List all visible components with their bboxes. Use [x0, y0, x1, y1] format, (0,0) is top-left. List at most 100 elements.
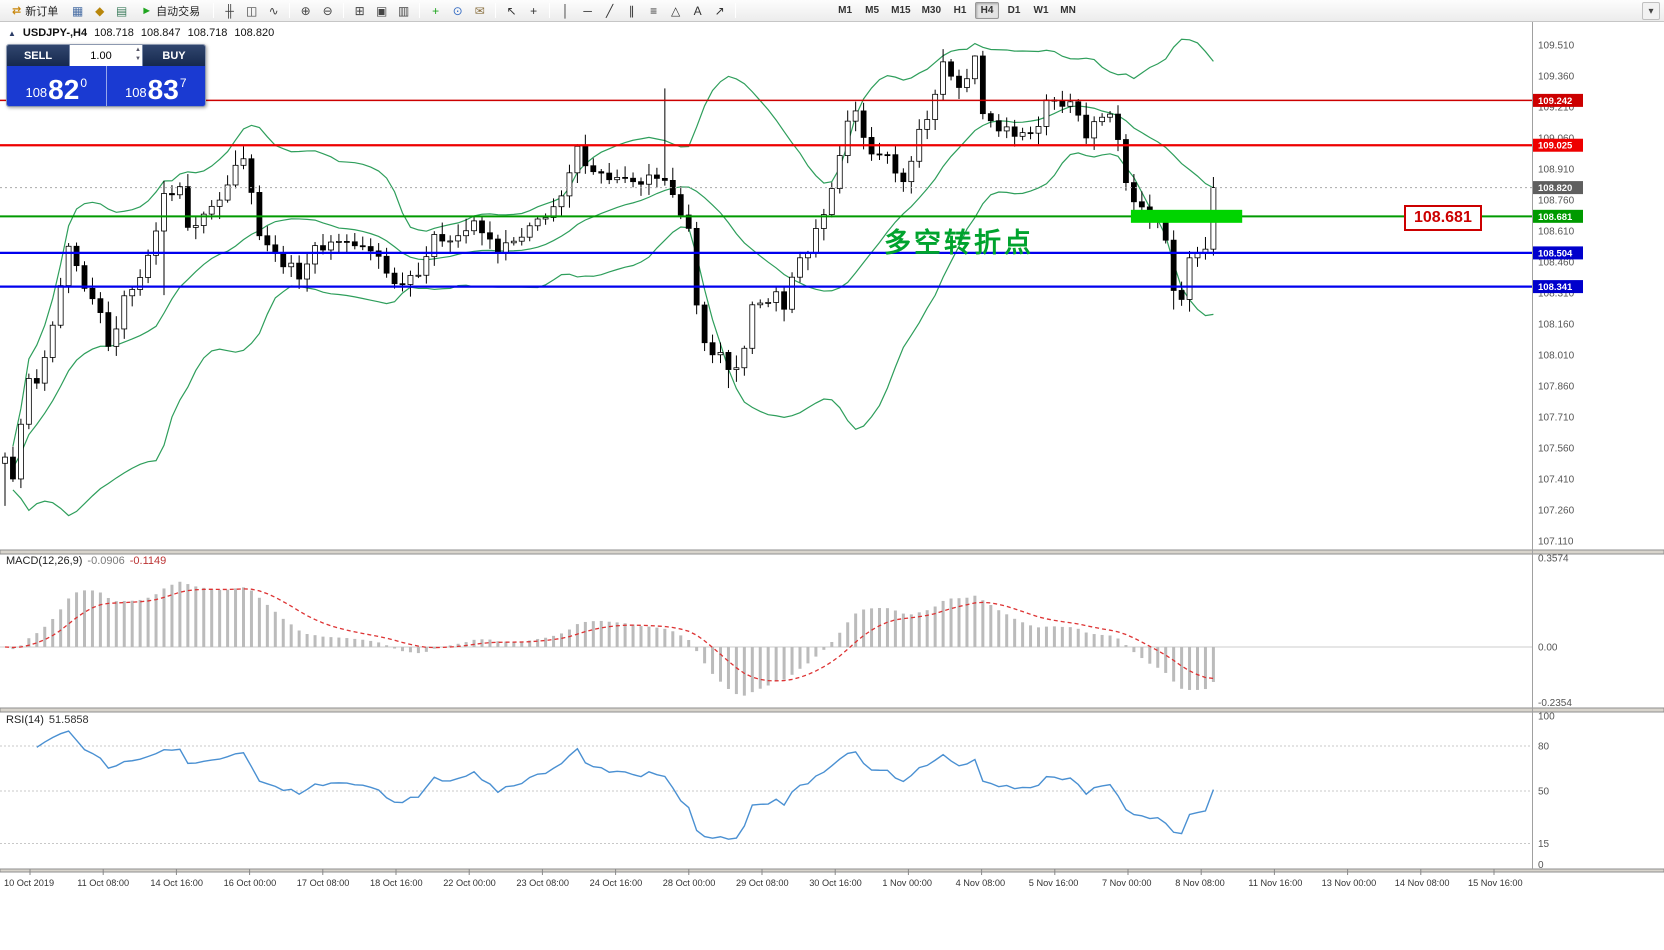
volume-down-arrow[interactable]: ▼ — [135, 56, 141, 62]
toolbar-overflow-chevron[interactable]: ▾ — [1642, 2, 1660, 20]
vertical-line-icon[interactable]: │ — [561, 3, 570, 18]
time-axis-label: 13 Nov 00:00 — [1322, 878, 1377, 888]
time-axis-label: 10 Oct 2019 — [4, 878, 54, 888]
buy-price-big: 83 — [147, 74, 179, 106]
toolbar-separator — [495, 3, 497, 18]
price-marker-box — [1533, 93, 1583, 107]
rsi-label: RSI(14) 51.5858 — [6, 714, 89, 726]
timeframe-m5[interactable]: M5 — [865, 5, 880, 16]
ohlc-open: 108.718 — [94, 27, 134, 39]
timeframe-w1[interactable]: W1 — [1033, 5, 1049, 16]
profiles-icon[interactable]: ◆ — [95, 3, 105, 18]
window-list-icon[interactable]: ▥ — [397, 3, 410, 18]
time-axis-label: 22 Oct 00:00 — [443, 878, 496, 888]
pane-separator[interactable] — [0, 707, 1664, 713]
price-marker-box — [1533, 181, 1583, 195]
timeframe-m30[interactable]: M30 — [921, 5, 942, 16]
price-axis-tick: 107.110 — [1538, 537, 1574, 548]
sell-button[interactable]: SELL — [7, 45, 69, 66]
one-click-trading-panel: SELL ▲ ▼ BUY 108 82 0 108 — [6, 44, 206, 107]
price-marker-label: 108.681 — [1538, 212, 1573, 223]
rsi-value: 51.5858 — [48, 714, 89, 726]
price-axis-tick: 108.460 — [1538, 258, 1575, 269]
symbol-title: USDJPY-,H4 — [22, 27, 88, 39]
horizontal-level-lines[interactable] — [0, 99, 1532, 288]
line-chart-icon[interactable]: ∿ — [268, 3, 279, 18]
time-axis-label: 30 Oct 16:00 — [809, 878, 862, 888]
rsi-axis-tick: 15 — [1538, 839, 1550, 850]
volume-up-arrow[interactable]: ▲ — [135, 47, 141, 53]
autotrading-button[interactable]: ► 自动交易 — [133, 1, 208, 20]
volume-input[interactable] — [70, 45, 142, 66]
timeframe-h4[interactable]: H4 — [975, 2, 1000, 19]
volume-box: ▲ ▼ — [69, 45, 143, 66]
trendline-icon[interactable]: ╱ — [605, 3, 614, 18]
periods-icon[interactable]: ⊙ — [452, 3, 463, 18]
time-axis-label: 15 Nov 16:00 — [1468, 878, 1523, 888]
fibonacci-icon[interactable]: ≡ — [650, 3, 658, 18]
time-axis-label: 5 Nov 16:00 — [1029, 878, 1079, 888]
shapes-icon[interactable]: △ — [670, 3, 681, 18]
rsi-axis-tick: 0 — [1538, 860, 1544, 871]
macd-name: MACD(12,26,9) — [6, 555, 83, 567]
toolbar-separator — [549, 3, 551, 18]
price-axis-tick: 108.010 — [1538, 351, 1575, 362]
toolbar: ⇄ 新订单 ▦ ◆ ▤ ► 自动交易 ╫ ◫ ∿ ⊕ ⊖ ⊞ ▣ ▥ + ⊙ ✉ ↖ + │ ─ ╱ ∥ ≡ △ A ↗ M1 M5 M15… — [0, 0, 1664, 22]
channel-icon[interactable]: ∥ — [628, 3, 635, 18]
sell-price[interactable]: 108 82 0 — [7, 66, 106, 106]
candles — [2, 49, 1217, 506]
time-axis-label: 8 Nov 08:00 — [1175, 878, 1225, 888]
buy-price[interactable]: 108 83 7 — [107, 66, 206, 106]
price-marker-label: 109.242 — [1538, 96, 1572, 107]
macd-label: MACD(12,26,9) -0.0906 -0.1149 — [6, 555, 166, 567]
cursor-icon[interactable]: ↖ — [506, 3, 517, 18]
arrow-tools-icon[interactable]: ↗ — [714, 3, 725, 18]
timeframe-m1[interactable]: M1 — [838, 5, 853, 16]
templates-icon[interactable]: ✉ — [474, 3, 485, 18]
price-axis-tick: 108.910 — [1538, 165, 1575, 176]
rsi-name: RSI(14) — [6, 714, 44, 726]
macd-signal-line — [4, 588, 1214, 682]
charts-icon[interactable]: ▦ — [72, 3, 84, 18]
indicators-icon[interactable]: + — [432, 3, 440, 18]
text-icon[interactable]: A — [693, 3, 702, 18]
time-axis-label: 23 Oct 08:00 — [516, 878, 569, 888]
price-marker-label: 109.025 — [1538, 141, 1573, 152]
time-axis-label: 7 Nov 00:00 — [1102, 878, 1152, 888]
autotrading-icon: ► — [141, 4, 153, 17]
price-axis-tick: 108.160 — [1538, 320, 1575, 331]
timeframe-d1[interactable]: D1 — [1007, 5, 1021, 16]
one-click-collapse-arrow[interactable]: ▲ — [8, 28, 16, 38]
sell-price-sup: 0 — [80, 76, 88, 90]
new-order-button-label: 新订单 — [25, 5, 59, 18]
timeframe-m15[interactable]: M15 — [891, 5, 911, 16]
candlestick-chart-icon[interactable]: ◫ — [245, 3, 258, 18]
market-watch-icon[interactable]: ▤ — [116, 3, 128, 18]
pane-separator[interactable] — [0, 868, 1664, 873]
price-axis-tick: 107.710 — [1538, 413, 1575, 424]
crosshair-icon[interactable]: + — [530, 3, 538, 18]
time-axis-label: 29 Oct 08:00 — [736, 878, 789, 888]
bollinger-bands — [12, 38, 1214, 517]
toolbar-spacer — [741, 10, 831, 11]
zoom-in-icon[interactable]: ⊕ — [300, 3, 311, 18]
green-highlight-rect[interactable] — [1130, 209, 1243, 223]
horizontal-line-icon[interactable]: ─ — [583, 3, 592, 18]
pane-separator[interactable] — [0, 549, 1664, 555]
time-axis-label: 4 Nov 08:00 — [956, 878, 1006, 888]
price-marker-box — [1533, 280, 1583, 294]
new-order-button[interactable]: ⇄ 新订单 — [4, 1, 66, 20]
bar-chart-icon[interactable]: ╫ — [225, 3, 234, 18]
zoom-out-icon[interactable]: ⊖ — [322, 3, 333, 18]
tile-windows-icon[interactable]: ⊞ — [354, 3, 365, 18]
price-axis-tick: 107.560 — [1538, 444, 1575, 455]
timeframe-h1[interactable]: H1 — [953, 5, 967, 16]
price-chart-canvas[interactable]: 109.510109.360109.210109.060108.910108.7… — [0, 22, 1664, 950]
price-divider — [105, 66, 107, 106]
cascade-windows-icon[interactable]: ▣ — [375, 3, 388, 18]
time-axis-label: 1 Nov 00:00 — [882, 878, 932, 888]
buy-button[interactable]: BUY — [143, 45, 205, 66]
timeframe-mn[interactable]: MN — [1060, 5, 1076, 16]
macd-signal-value: -0.1149 — [129, 555, 167, 567]
